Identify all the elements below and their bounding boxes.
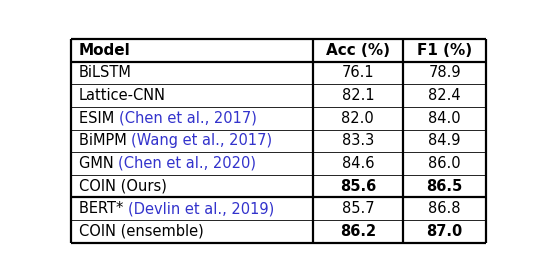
Text: BERT*: BERT* [79, 201, 128, 216]
Text: (Devlin et al., 2019): (Devlin et al., 2019) [128, 201, 274, 216]
Text: BiMPM: BiMPM [79, 133, 131, 148]
Text: (Wang et al., 2017): (Wang et al., 2017) [131, 133, 273, 148]
Text: COIN (ensemble): COIN (ensemble) [79, 224, 203, 239]
Text: 82.1: 82.1 [342, 88, 374, 103]
Text: (Chen et al., 2020): (Chen et al., 2020) [119, 156, 256, 171]
Text: 78.9: 78.9 [428, 66, 461, 80]
Text: 86.0: 86.0 [428, 156, 461, 171]
Text: 84.9: 84.9 [429, 133, 461, 148]
Text: 86.2: 86.2 [340, 224, 376, 239]
Text: 85.6: 85.6 [339, 179, 376, 194]
Text: (Chen et al., 2017): (Chen et al., 2017) [119, 111, 257, 126]
Text: 87.0: 87.0 [426, 224, 463, 239]
Text: 82.4: 82.4 [428, 88, 461, 103]
Text: 85.7: 85.7 [342, 201, 374, 216]
Text: 84.0: 84.0 [428, 111, 461, 126]
Text: Acc (%): Acc (%) [326, 43, 390, 58]
Text: F1 (%): F1 (%) [417, 43, 472, 58]
Text: 84.6: 84.6 [342, 156, 374, 171]
Text: BiLSTM: BiLSTM [79, 66, 132, 80]
Text: 86.8: 86.8 [429, 201, 461, 216]
Text: 82.0: 82.0 [342, 111, 374, 126]
Text: Model: Model [79, 43, 131, 58]
Text: ESIM: ESIM [79, 111, 119, 126]
Text: Lattice-CNN: Lattice-CNN [79, 88, 166, 103]
Text: GMN: GMN [79, 156, 119, 171]
Text: COIN (Ours): COIN (Ours) [79, 179, 167, 194]
Text: 83.3: 83.3 [342, 133, 374, 148]
Text: 76.1: 76.1 [342, 66, 374, 80]
Text: 86.5: 86.5 [426, 179, 463, 194]
